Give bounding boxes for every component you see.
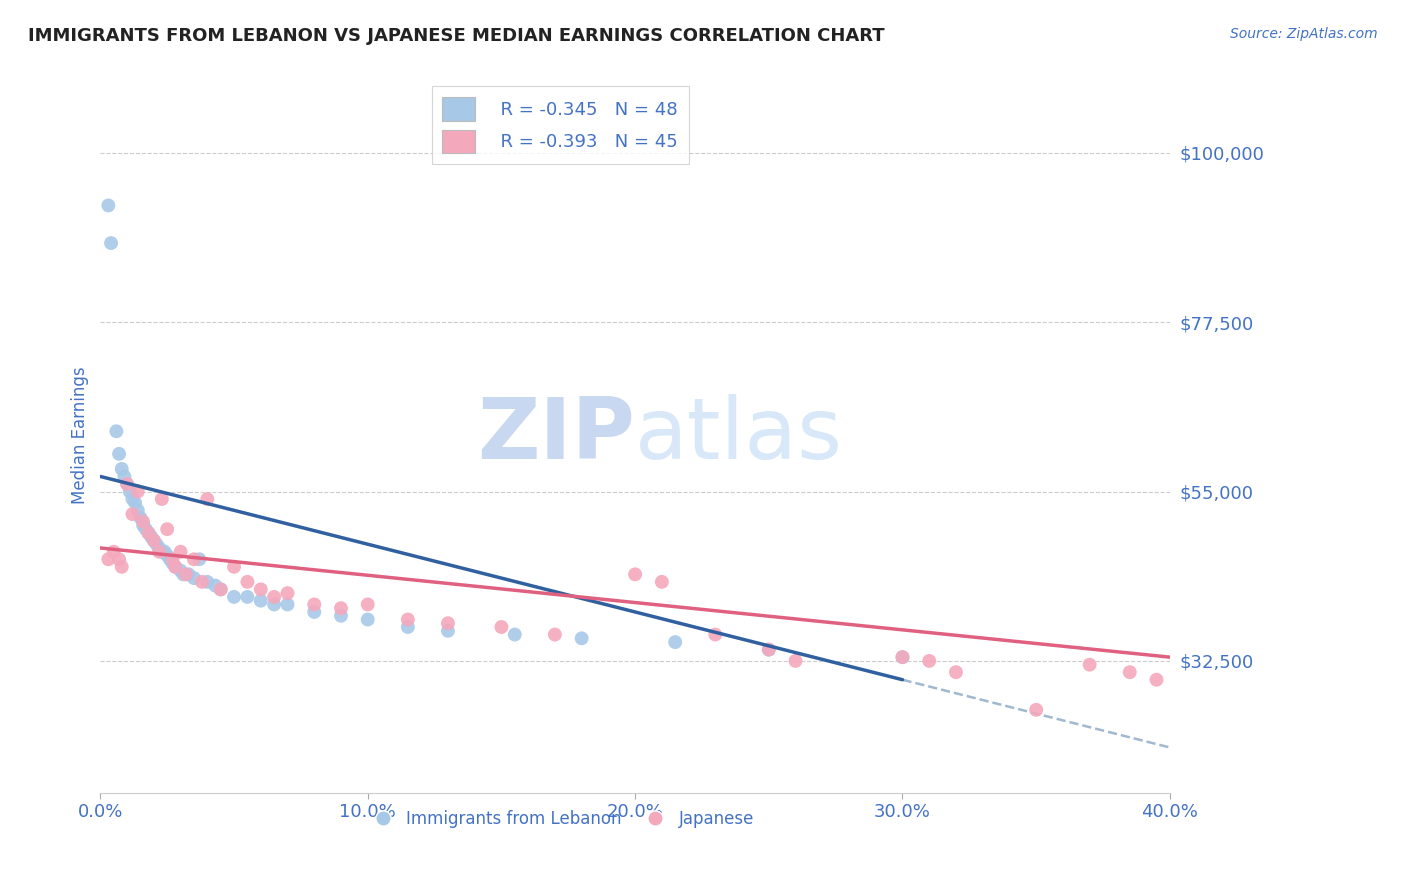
Point (785, 654, 807, 668)
Point (891, 650, 914, 665)
Point (141, 530, 163, 544)
Point (169, 564, 191, 578)
Point (165, 559, 187, 574)
Point (111, 462, 134, 476)
Point (236, 590, 259, 604)
Point (191, 574, 214, 589)
Legend: Immigrants from Lebanon, Japanese: Immigrants from Lebanon, Japanese (360, 803, 761, 834)
Point (111, 559, 134, 574)
Point (156, 549, 179, 563)
Point (437, 624, 460, 638)
Point (156, 522, 179, 536)
Point (183, 552, 205, 566)
Text: IMMIGRANTS FROM LEBANON VS JAPANESE MEDIAN EARNINGS CORRELATION CHART: IMMIGRANTS FROM LEBANON VS JAPANESE MEDI… (28, 27, 884, 45)
Point (174, 567, 197, 582)
Point (195, 574, 218, 589)
Point (1078, 657, 1101, 672)
Point (918, 654, 941, 668)
Point (138, 525, 160, 540)
Point (249, 582, 271, 597)
Point (222, 559, 245, 574)
Point (165, 559, 187, 574)
Point (97, 198, 120, 212)
Point (357, 613, 380, 627)
Point (97, 552, 120, 566)
Point (142, 533, 165, 548)
Point (304, 598, 326, 612)
Point (624, 567, 647, 582)
Point (150, 491, 173, 506)
Point (103, 545, 125, 559)
Point (1119, 665, 1142, 680)
Point (758, 642, 780, 657)
Point (121, 507, 143, 521)
Point (304, 605, 326, 619)
Point (153, 545, 176, 559)
Point (758, 642, 780, 657)
Point (112, 469, 135, 483)
Point (222, 590, 245, 604)
Point (127, 503, 149, 517)
Point (177, 567, 200, 582)
Point (124, 496, 146, 510)
Point (491, 620, 513, 634)
Text: atlas: atlas (636, 393, 844, 476)
Point (330, 601, 353, 615)
Point (115, 477, 138, 491)
Point (204, 579, 226, 593)
Point (209, 582, 232, 597)
Point (118, 484, 141, 499)
Point (142, 533, 165, 548)
Point (236, 574, 259, 589)
Point (162, 556, 184, 570)
Point (162, 552, 184, 566)
Point (172, 567, 194, 582)
Point (100, 235, 122, 250)
Point (105, 425, 128, 439)
Point (148, 545, 170, 559)
Point (138, 525, 160, 540)
Point (135, 522, 157, 536)
Point (132, 515, 155, 529)
Point (132, 518, 155, 533)
Point (651, 574, 673, 589)
Point (159, 552, 181, 566)
Point (129, 511, 152, 525)
Point (148, 541, 170, 555)
Point (664, 635, 686, 649)
Point (115, 477, 138, 491)
Text: Source: ZipAtlas.com: Source: ZipAtlas.com (1230, 27, 1378, 41)
Point (503, 627, 526, 641)
Text: ZIP: ZIP (478, 393, 636, 476)
Point (396, 620, 419, 634)
Point (1146, 673, 1168, 687)
Point (127, 484, 149, 499)
Point (330, 608, 353, 623)
Point (209, 582, 232, 597)
Point (249, 593, 271, 607)
Point (945, 665, 967, 680)
Point (108, 447, 131, 461)
Point (891, 650, 914, 665)
Point (357, 598, 380, 612)
Y-axis label: Median Earnings: Median Earnings (72, 367, 89, 504)
Point (108, 552, 131, 566)
Point (263, 598, 285, 612)
Point (145, 537, 167, 551)
Point (150, 545, 173, 559)
Point (263, 590, 285, 604)
Point (571, 632, 593, 646)
Point (121, 491, 143, 506)
Point (195, 491, 218, 506)
Point (544, 627, 567, 641)
Point (169, 545, 191, 559)
Point (704, 627, 727, 641)
Point (183, 571, 205, 585)
Point (188, 552, 211, 566)
Point (437, 616, 460, 631)
Point (1025, 703, 1047, 717)
Point (396, 613, 419, 627)
Point (276, 586, 298, 600)
Point (276, 598, 298, 612)
